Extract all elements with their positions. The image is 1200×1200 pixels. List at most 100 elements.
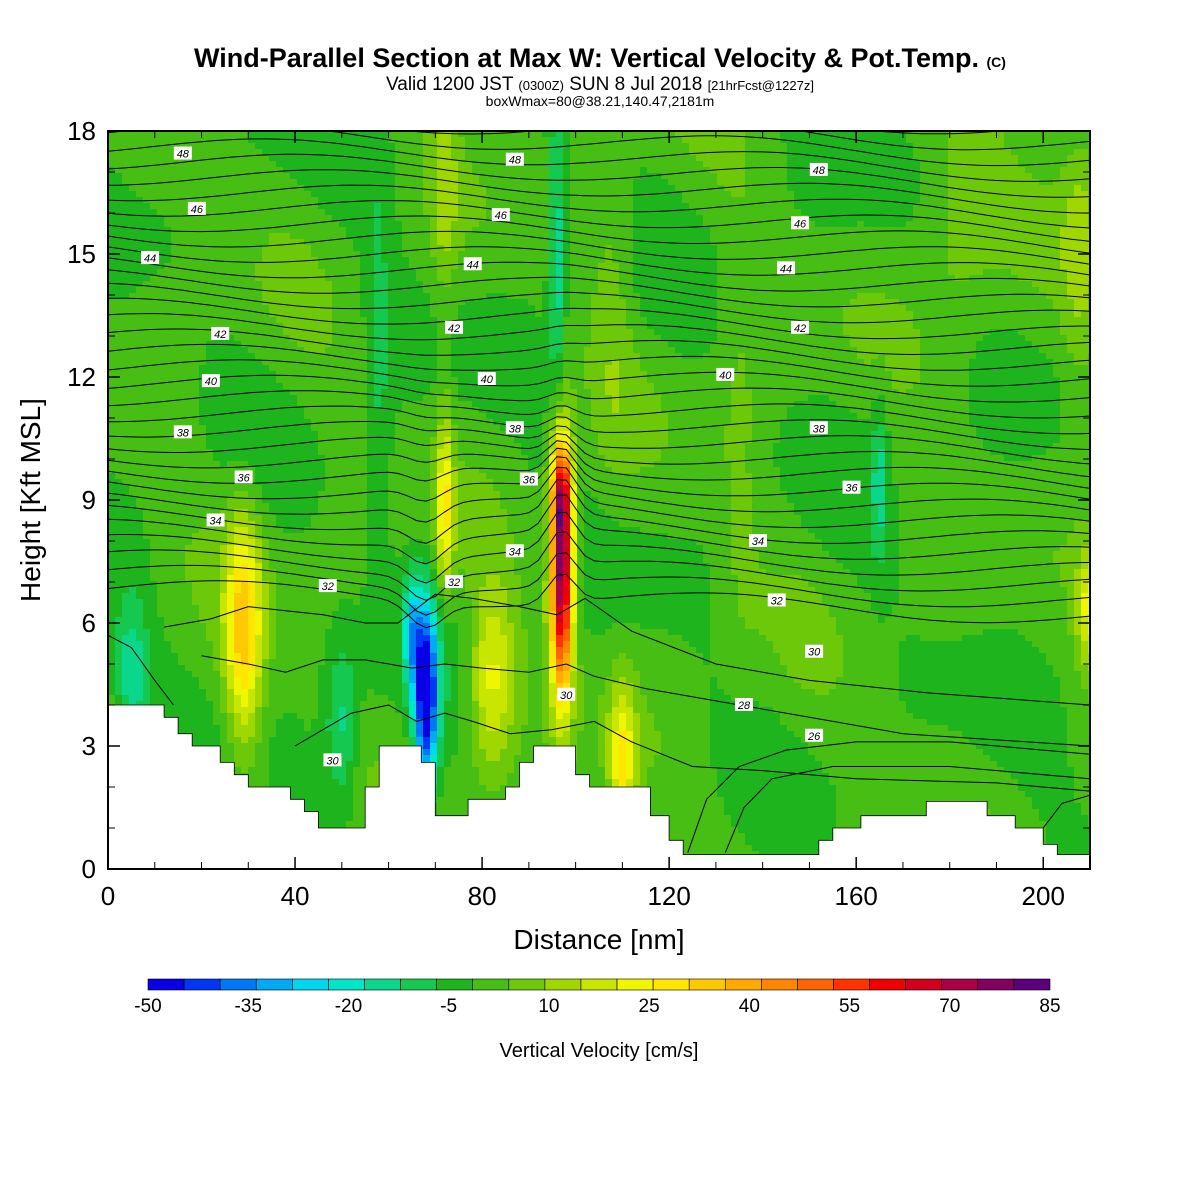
velocity-cell <box>297 329 305 336</box>
velocity-cell <box>1060 203 1068 210</box>
velocity-cell <box>381 329 389 336</box>
velocity-cell <box>486 137 494 144</box>
velocity-cell <box>773 161 781 168</box>
velocity-cell <box>486 275 494 282</box>
velocity-cell <box>605 197 613 204</box>
velocity-cell <box>325 167 333 174</box>
velocity-cell <box>829 209 837 216</box>
velocity-cell <box>374 155 382 162</box>
velocity-cell <box>374 173 382 180</box>
velocity-cell <box>983 215 991 222</box>
velocity-cell <box>997 257 1005 264</box>
velocity-cell <box>1018 155 1026 162</box>
velocity-cell <box>591 281 599 288</box>
velocity-cell <box>290 191 298 198</box>
velocity-cell <box>654 323 662 330</box>
velocity-cell <box>934 269 942 276</box>
velocity-cell <box>143 227 151 234</box>
velocity-cell <box>745 317 753 324</box>
velocity-cell <box>598 323 606 330</box>
velocity-cell <box>192 293 200 300</box>
velocity-cell <box>647 305 655 312</box>
velocity-cell <box>514 263 522 270</box>
velocity-cell <box>542 269 550 276</box>
velocity-cell <box>955 287 963 294</box>
velocity-cell <box>416 215 424 222</box>
velocity-cell <box>318 311 326 318</box>
velocity-cell <box>528 215 536 222</box>
velocity-cell <box>500 269 508 276</box>
velocity-cell <box>353 215 361 222</box>
velocity-cell <box>913 239 921 246</box>
velocity-cell <box>808 335 816 342</box>
velocity-cell <box>577 185 585 192</box>
velocity-cell <box>738 167 746 174</box>
velocity-cell <box>374 257 382 264</box>
velocity-cell <box>171 287 179 294</box>
velocity-cell <box>962 215 970 222</box>
velocity-cell <box>514 215 522 222</box>
velocity-cell <box>234 173 242 180</box>
velocity-cell <box>696 287 704 294</box>
velocity-cell <box>584 293 592 300</box>
velocity-cell <box>633 215 641 222</box>
valid-date: SUN 8 Jul 2018 <box>569 74 703 95</box>
velocity-cell <box>514 203 522 210</box>
velocity-cell <box>213 185 221 192</box>
velocity-cell <box>395 239 403 246</box>
velocity-cell <box>213 227 221 234</box>
velocity-cell <box>234 245 242 252</box>
velocity-cell <box>696 221 704 228</box>
velocity-cell <box>451 209 459 216</box>
velocity-cell <box>388 239 396 246</box>
velocity-cell <box>472 311 480 318</box>
velocity-cell <box>556 233 564 240</box>
velocity-cell <box>829 239 837 246</box>
velocity-cell <box>129 329 137 336</box>
velocity-cell <box>514 281 522 288</box>
velocity-cell <box>640 311 648 318</box>
velocity-cell <box>318 149 326 156</box>
velocity-cell <box>549 311 557 318</box>
velocity-cell <box>472 209 480 216</box>
velocity-cell <box>381 245 389 252</box>
velocity-cell <box>878 149 886 156</box>
velocity-cell <box>409 167 417 174</box>
velocity-cell <box>591 269 599 276</box>
velocity-cell <box>332 239 340 246</box>
velocity-cell <box>570 221 578 228</box>
velocity-cell <box>514 251 522 258</box>
velocity-cell <box>696 233 704 240</box>
velocity-cell <box>955 137 963 144</box>
velocity-cell <box>402 317 410 324</box>
velocity-cell <box>794 287 802 294</box>
velocity-cell <box>143 323 151 330</box>
velocity-cell <box>122 191 130 198</box>
velocity-cell <box>157 329 165 336</box>
velocity-cell <box>731 263 739 270</box>
velocity-cell <box>682 221 690 228</box>
velocity-cell <box>283 173 291 180</box>
velocity-cell <box>843 203 851 210</box>
velocity-cell <box>255 239 263 246</box>
velocity-cell <box>465 227 473 234</box>
velocity-cell <box>626 287 634 294</box>
velocity-cell <box>395 317 403 324</box>
velocity-cell <box>822 275 830 282</box>
velocity-cell <box>689 293 697 300</box>
velocity-cell <box>1081 173 1089 180</box>
velocity-cell <box>766 197 774 204</box>
velocity-cell <box>549 281 557 288</box>
velocity-cell <box>1053 131 1061 138</box>
velocity-cell <box>388 341 396 348</box>
velocity-cell <box>542 167 550 174</box>
velocity-cell <box>430 323 438 330</box>
velocity-cell <box>731 335 739 342</box>
velocity-cell <box>752 155 760 162</box>
velocity-cell <box>115 137 123 144</box>
velocity-cell <box>857 245 865 252</box>
velocity-cell <box>570 233 578 240</box>
velocity-cell <box>1025 323 1033 330</box>
velocity-cell <box>1025 143 1033 150</box>
velocity-cell <box>521 257 529 264</box>
